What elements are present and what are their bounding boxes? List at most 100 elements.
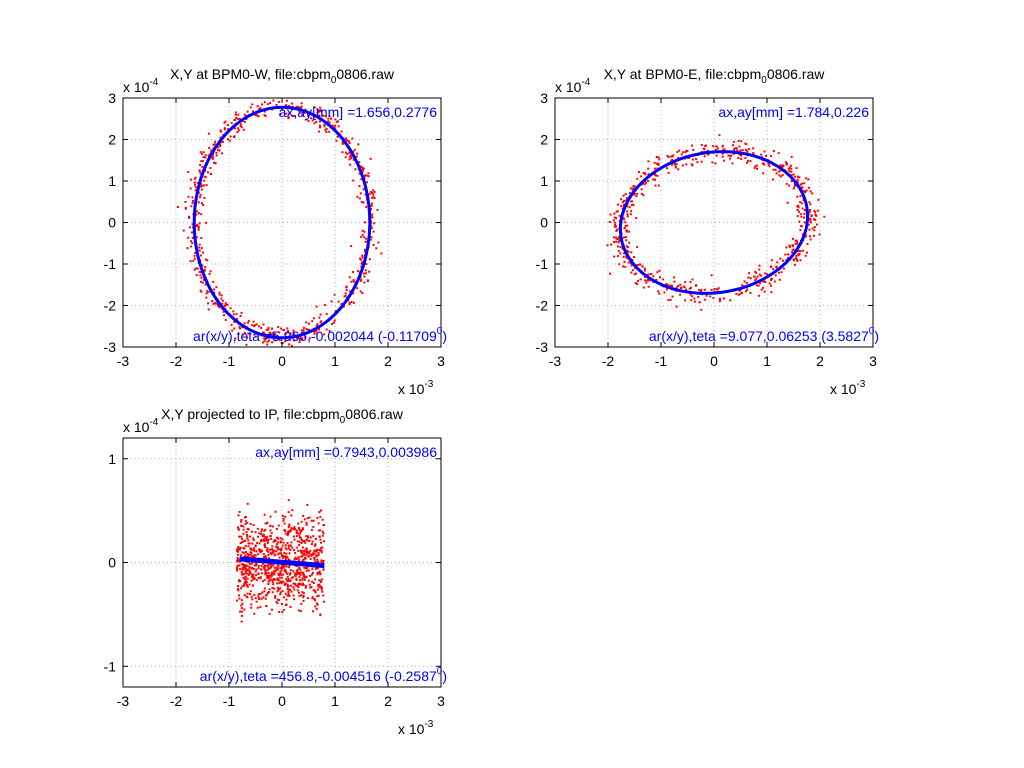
scatter-point: [282, 596, 285, 599]
scatter-point: [352, 271, 355, 274]
scatter-point: [266, 575, 269, 578]
scatter-point: [625, 229, 628, 232]
scatter-point: [234, 113, 237, 116]
scatter-point: [263, 529, 266, 532]
scatter-point: [267, 583, 270, 586]
scatter-point: [311, 596, 314, 599]
scatter-point: [614, 236, 617, 239]
scatter-point: [267, 577, 270, 580]
scatter-point: [283, 564, 286, 567]
scatter-point: [266, 541, 269, 544]
scatter-point: [266, 540, 269, 543]
scatter-point: [237, 129, 240, 132]
scatter-point: [241, 567, 244, 570]
scatter-point: [249, 553, 252, 556]
scatter-point: [198, 170, 201, 173]
scatter-point: [318, 535, 321, 538]
scatter-point: [272, 564, 275, 567]
scatter-point: [626, 205, 629, 208]
scatter-point: [367, 280, 370, 283]
scatter-point: [187, 171, 190, 174]
scatter-point: [809, 203, 812, 206]
scatter-point: [284, 570, 287, 573]
scatter-point: [237, 553, 240, 556]
scatter-point: [323, 125, 326, 128]
scatter-point: [242, 566, 245, 569]
scatter-point: [633, 273, 636, 276]
scatter-point: [260, 564, 263, 567]
scatter-point: [756, 275, 759, 278]
scatter-point: [323, 123, 326, 126]
scatter-point: [764, 280, 767, 283]
scatter-point: [722, 148, 725, 151]
scatter-point: [370, 207, 373, 210]
scatter-point: [292, 535, 295, 538]
scatter-point: [755, 284, 758, 287]
scatter-point: [288, 588, 291, 591]
scatter-point: [202, 156, 205, 159]
scatter-point: [344, 292, 347, 295]
scatter-point: [777, 152, 780, 155]
x-tick-label: 1: [331, 693, 339, 709]
scatter-point: [221, 302, 224, 305]
scatter-point: [256, 114, 259, 117]
scatter-point: [721, 155, 724, 158]
scatter-point: [292, 582, 295, 585]
scatter-point: [293, 588, 296, 591]
scatter-point: [237, 113, 240, 116]
scatter-point: [301, 546, 304, 549]
scatter-point: [269, 567, 272, 570]
scatter-point: [642, 286, 645, 289]
scatter-point: [298, 111, 301, 114]
scatter-point: [309, 586, 312, 589]
scatter-point: [758, 273, 761, 276]
scatter-point: [700, 143, 703, 146]
scatter-point: [621, 201, 624, 204]
scatter-point: [312, 610, 315, 613]
scatter-point: [799, 229, 802, 232]
scatter-point: [801, 182, 804, 185]
scatter-point: [652, 178, 655, 181]
scatter-point: [785, 246, 788, 249]
scatter-point: [223, 305, 226, 308]
scatter-point: [373, 190, 376, 193]
scatter-point: [240, 520, 243, 523]
scatter-point: [318, 328, 321, 331]
scatter-point: [316, 109, 319, 112]
scatter-point: [282, 519, 285, 522]
scatter-point: [265, 604, 268, 607]
scatter-point: [271, 578, 274, 581]
scatter-point: [253, 576, 256, 579]
scatter-point: [313, 122, 316, 125]
scatter-point: [319, 541, 322, 544]
scatter-point: [270, 563, 273, 566]
scatter-point: [688, 287, 691, 290]
scatter-point: [772, 268, 775, 271]
scatter-point: [671, 284, 674, 287]
scatter-point: [292, 570, 295, 573]
scatter-point: [303, 518, 306, 521]
scatter-point: [268, 580, 271, 583]
scatter-point: [281, 590, 284, 593]
scatter-point: [289, 569, 292, 572]
scatter-point: [308, 539, 311, 542]
scatter-point: [298, 341, 301, 344]
y-tick-label: 2: [108, 132, 116, 148]
scatter-point: [199, 289, 202, 292]
scatter-point: [243, 608, 246, 611]
scatter-point: [700, 308, 703, 311]
scatter-point: [334, 118, 337, 121]
scatter-point: [275, 545, 278, 548]
scatter-point: [633, 255, 636, 258]
scatter-point: [804, 190, 807, 193]
annotation-top: ax,ay[mm] =1.656,0.2776: [279, 104, 438, 120]
scatter-point: [239, 314, 242, 317]
scatter-point: [684, 281, 687, 284]
scatter-point: [617, 241, 620, 244]
scatter-point: [637, 170, 640, 173]
scatter-point: [205, 292, 208, 295]
scatter-point: [268, 574, 271, 577]
scatter-point: [305, 575, 308, 578]
scatter-point: [303, 558, 306, 561]
scatter-point: [229, 307, 232, 310]
